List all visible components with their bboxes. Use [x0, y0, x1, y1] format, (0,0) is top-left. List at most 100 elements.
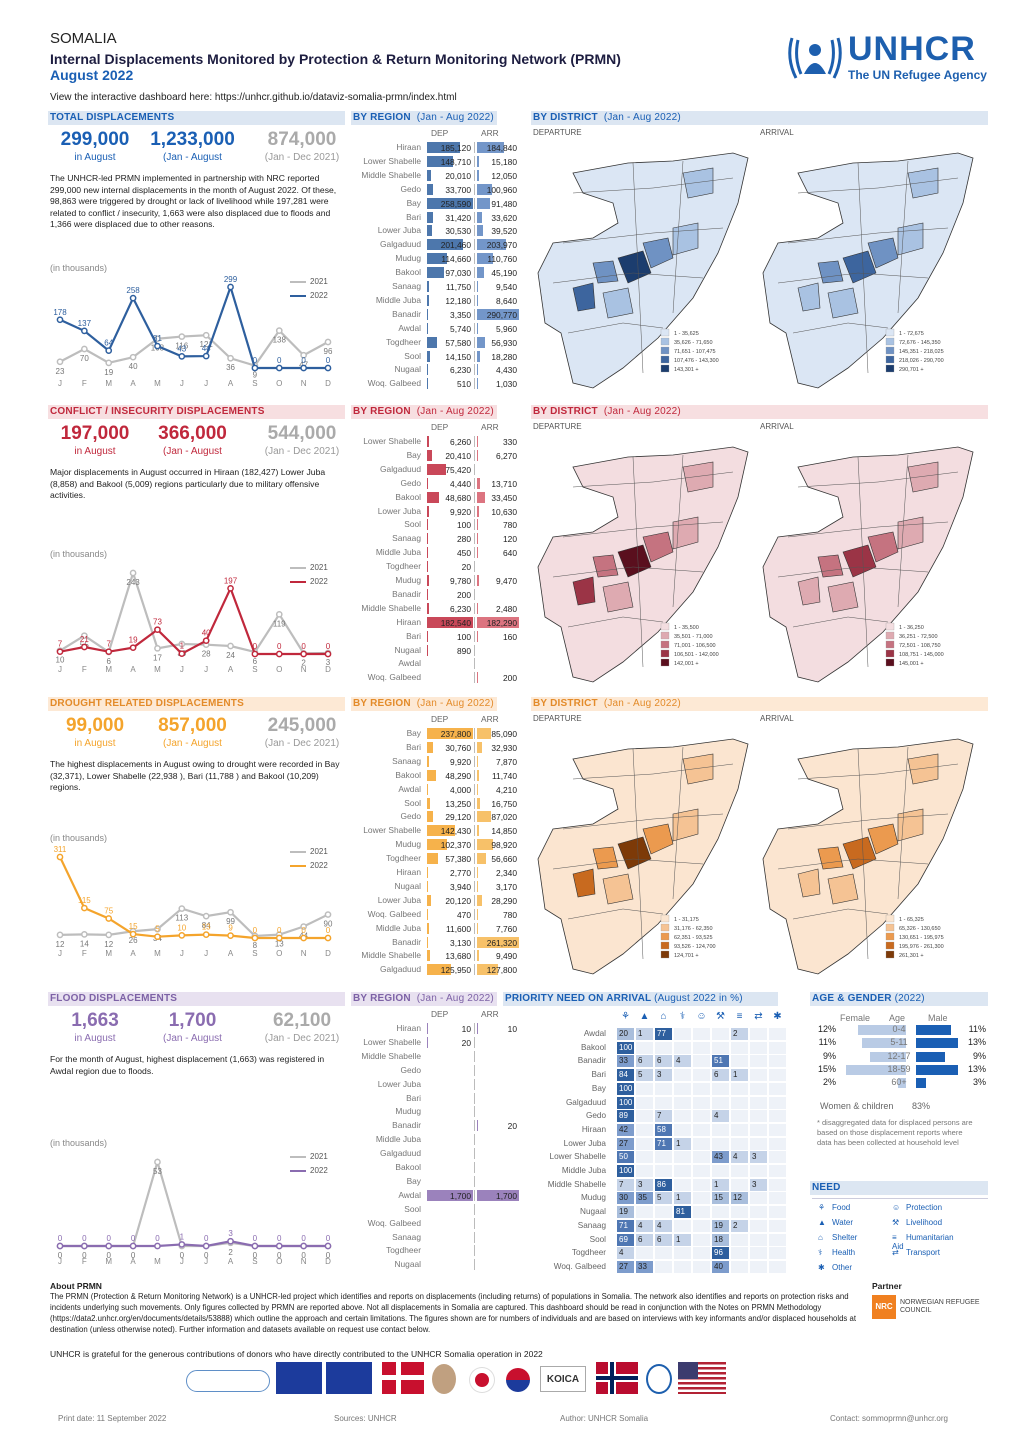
column-divider: [474, 811, 475, 823]
arr-cell: 13,710: [477, 477, 519, 489]
norway-flag: [596, 1362, 638, 1394]
data-label-2021: 36: [226, 363, 235, 372]
month-tick-label: M: [105, 665, 112, 674]
data-point-2022: [324, 650, 332, 658]
arr-cell: 2,340: [477, 867, 519, 878]
priority-need-icon-row: ⚘ ▲ ⌂ ⚕ ☺ ⚒ ≡ ⇄ ✱: [617, 1011, 807, 1027]
district-shape: [827, 287, 859, 319]
region-name: Sool: [404, 350, 421, 361]
arr-value: 13,710: [491, 478, 517, 489]
priority-cell: [693, 1069, 710, 1082]
priority-cell: 15: [712, 1192, 729, 1205]
region-row: Nugaal 3,940 3,170: [349, 880, 519, 893]
dashboard-link[interactable]: View the interactive dashboard here: htt…: [50, 92, 457, 103]
priority-cell: [655, 1151, 672, 1164]
arr-bar: [477, 547, 478, 559]
dep-bar: [427, 602, 429, 614]
dep-cell: 10: [427, 1023, 473, 1034]
data-point-2022: [56, 853, 64, 861]
data-point-2022: [275, 650, 283, 658]
region-row: Togdheer 57,580 56,930: [349, 336, 519, 349]
arr-bar: [477, 211, 482, 223]
month-tick-label: A: [228, 949, 234, 958]
departure-map-label: DEPARTURE: [533, 128, 582, 137]
arr-cell: 7,760: [477, 922, 519, 934]
data-point-2021: [105, 359, 113, 367]
arr-value: 91,480: [491, 198, 517, 209]
humanitarian-aid-icon: ≡: [892, 1233, 897, 1242]
dep-cell: 5,740: [427, 322, 473, 334]
priority-cell: 7: [617, 1178, 634, 1191]
arr-value: 10,630: [491, 506, 517, 517]
priority-cell: [655, 1165, 672, 1177]
priority-cell: 35: [636, 1192, 653, 1205]
dep-bar: [427, 769, 437, 781]
arr-value: 45,190: [491, 268, 517, 279]
data-label-2021: 40: [129, 362, 138, 371]
region-name: Banadir: [392, 308, 421, 319]
month-tick-label: S: [252, 1257, 257, 1266]
priority-cell: 6: [636, 1055, 653, 1068]
district-boundary: [552, 272, 704, 284]
priority-need-header: PRIORITY NEED ON ARRIVAL (August 2022 in…: [503, 992, 778, 1006]
map-legend-swatch: [885, 337, 895, 346]
district-shape: [682, 461, 714, 493]
drought-kpi-label-1: (Jan - August: [163, 738, 222, 749]
arr-bar: [477, 922, 479, 934]
data-point-2022: [227, 932, 234, 940]
region-row: Woq. Galbeed 200: [349, 671, 519, 684]
map-legend-label: 124,701 +: [674, 953, 699, 959]
arr-value: 9,540: [496, 282, 517, 292]
column-divider: [474, 630, 475, 642]
district-shape: [797, 868, 821, 898]
data-label-2022: 0: [82, 1234, 87, 1243]
arr-value: 182,290: [486, 617, 517, 628]
priority-cell: [693, 1206, 710, 1219]
district-shape: [817, 260, 844, 284]
dep-cell: 9,780: [427, 575, 473, 586]
region-row: Middle Juba 12,180 8,640: [349, 294, 519, 307]
departure-map-label: DEPARTURE: [533, 714, 582, 723]
arr-bar: [477, 155, 480, 167]
need-legend: ⚘ Food ☺ Protection ▲ Water ⚒ Livelihood ⌂ Shelte…: [812, 1198, 988, 1278]
arr-value: 16,750: [491, 798, 517, 809]
conflict-arrival-map: 1 - 36,250 36,251 - 72,500 72,501 - 108,75…: [762, 446, 974, 683]
district-shape: [867, 531, 899, 563]
district-shape: [827, 581, 859, 613]
contact-value[interactable]: sommoprmn@unhcr.org: [862, 1414, 948, 1423]
dep-value: 20,010: [445, 170, 471, 181]
total-kpi-value-0: 299,000: [60, 129, 130, 150]
arr-value: 200: [503, 673, 517, 684]
arr-cell: 20: [477, 1120, 519, 1132]
legend-swatch-2022: [290, 295, 306, 297]
arr-cell: 39,520: [477, 225, 519, 237]
column-divider: [474, 1259, 475, 1271]
dep-cell: [427, 1065, 473, 1076]
data-label-2021: 6: [107, 657, 112, 666]
month-tick-label: N: [301, 379, 307, 388]
total-kpi-label-2: (Jan - Dec 2021): [264, 152, 340, 163]
data-label-2022: 0: [253, 926, 258, 935]
dep-value: 100: [457, 631, 471, 642]
data-point-2021: [300, 351, 307, 359]
data-point-2022: [81, 904, 88, 912]
female-percent: 11%: [818, 1037, 836, 1048]
data-point-2021: [202, 331, 210, 339]
priority-cell: [750, 1137, 767, 1150]
month-tick-label: M: [154, 379, 161, 388]
column-divider: [474, 253, 475, 265]
column-divider: [474, 658, 475, 670]
data-point-2021: [178, 333, 186, 340]
dep-value: 57,580: [445, 337, 471, 348]
map-legend-label: 130,651 - 195,975: [899, 935, 944, 941]
region-name: Togdheer: [386, 336, 421, 347]
region-row: Middle Juba: [349, 1133, 519, 1146]
region-name: Togdheer: [386, 853, 421, 864]
priority-cell: 30: [617, 1192, 634, 1205]
map-legend-label: 195,976 - 261,300: [899, 944, 944, 950]
arr-cell: 56,660: [477, 853, 519, 865]
region-name: Hiraan: [396, 867, 421, 877]
data-label-2021: 96: [324, 347, 333, 356]
conflict-description: Major displacements in August occurred i…: [50, 467, 326, 500]
dep-cell: 31,420: [427, 211, 473, 223]
